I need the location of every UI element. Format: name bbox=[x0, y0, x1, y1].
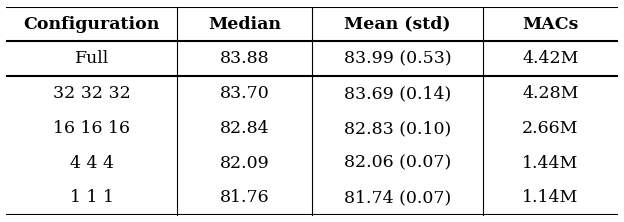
Text: 16 16 16: 16 16 16 bbox=[54, 120, 130, 137]
Text: 83.99 (0.53): 83.99 (0.53) bbox=[344, 50, 451, 67]
Text: Median: Median bbox=[208, 16, 281, 33]
Text: 81.74 (0.07): 81.74 (0.07) bbox=[344, 189, 451, 206]
Text: 81.76: 81.76 bbox=[220, 189, 270, 206]
Text: 83.69 (0.14): 83.69 (0.14) bbox=[344, 85, 451, 102]
Text: 1.14M: 1.14M bbox=[522, 189, 578, 206]
Text: 82.83 (0.10): 82.83 (0.10) bbox=[344, 120, 451, 137]
Text: Full: Full bbox=[75, 50, 109, 67]
Text: Mean (std): Mean (std) bbox=[344, 16, 451, 33]
Text: 32 32 32: 32 32 32 bbox=[53, 85, 130, 102]
Text: 82.09: 82.09 bbox=[220, 155, 270, 172]
Text: 2.66M: 2.66M bbox=[522, 120, 578, 137]
Text: 82.06 (0.07): 82.06 (0.07) bbox=[344, 155, 451, 172]
Text: Configuration: Configuration bbox=[24, 16, 160, 33]
Text: 83.70: 83.70 bbox=[220, 85, 270, 102]
Text: 83.88: 83.88 bbox=[220, 50, 270, 67]
Text: 4.42M: 4.42M bbox=[522, 50, 578, 67]
Text: 1 1 1: 1 1 1 bbox=[70, 189, 114, 206]
Text: MACs: MACs bbox=[522, 16, 578, 33]
Text: 82.84: 82.84 bbox=[220, 120, 270, 137]
Text: 1.44M: 1.44M bbox=[522, 155, 578, 172]
Text: 4 4 4: 4 4 4 bbox=[70, 155, 114, 172]
Text: 4.28M: 4.28M bbox=[522, 85, 578, 102]
